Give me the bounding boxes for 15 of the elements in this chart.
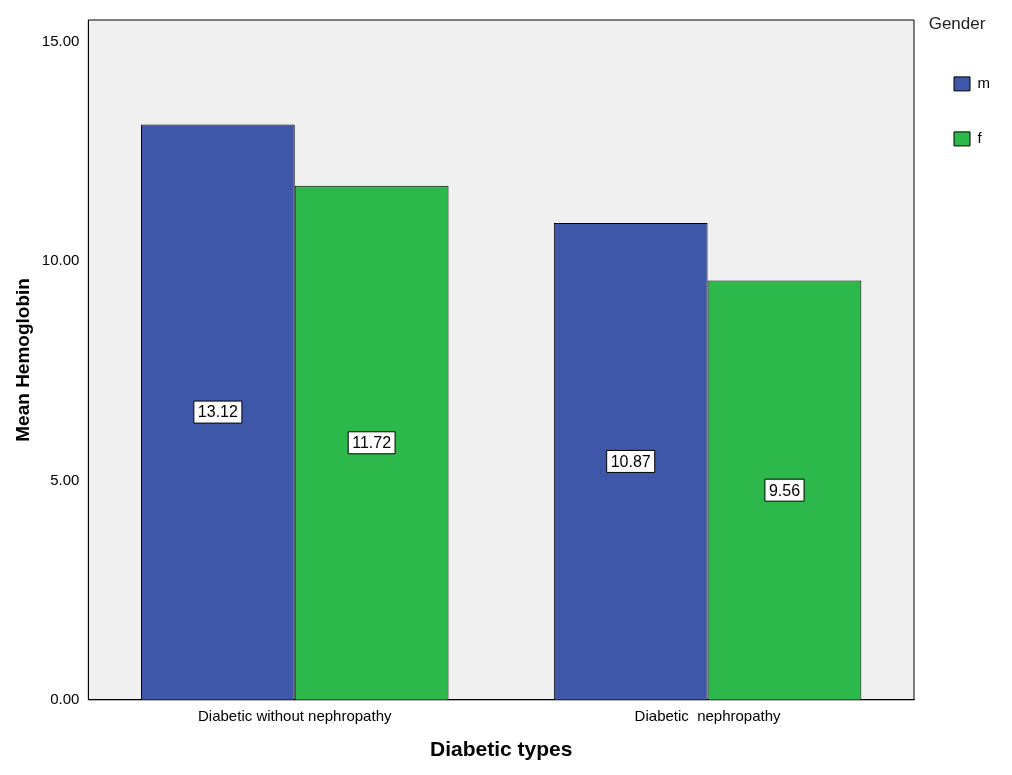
data-label: 13.12 bbox=[197, 403, 238, 421]
x-axis-title: Diabetic types bbox=[429, 737, 573, 761]
y-axis-title: Mean Hemoglobin bbox=[11, 278, 33, 442]
data-label: 9.56 bbox=[768, 481, 801, 499]
y-tick-label: 10.00 bbox=[41, 251, 80, 269]
y-tick-label: 15.00 bbox=[41, 32, 80, 50]
x-tick-label: Diabetic without nephropathy bbox=[198, 706, 392, 724]
legend-label: m bbox=[977, 74, 990, 92]
y-tick-label: 0.00 bbox=[50, 689, 80, 707]
x-tick-label: Diabetic nephropathy bbox=[634, 706, 782, 724]
legend-label: f bbox=[977, 129, 983, 147]
data-label: 11.72 bbox=[352, 434, 392, 452]
y-tick-label: 5.00 bbox=[50, 470, 80, 488]
data-label: 10.87 bbox=[610, 452, 651, 470]
legend-title: Gender bbox=[928, 14, 986, 34]
